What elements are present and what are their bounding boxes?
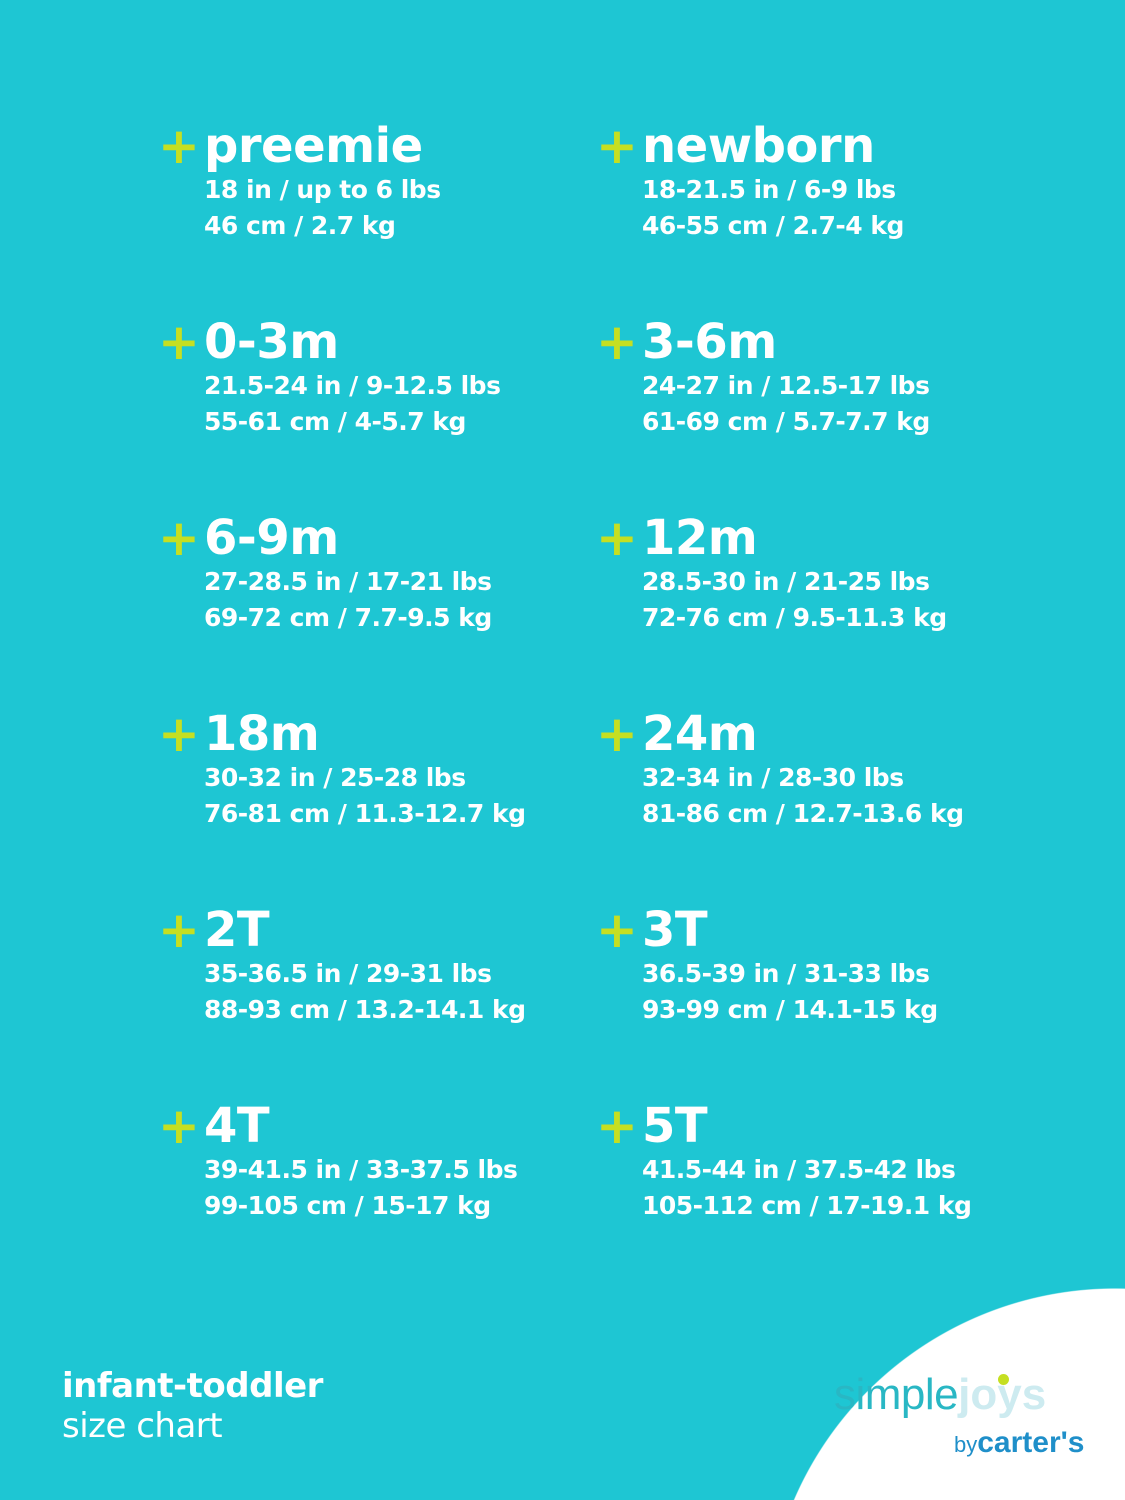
size-imperial: 36.5-39 in / 31-33 lbs (642, 959, 930, 988)
size-text: 2T 35-36.5 in / 29-31 lbs 88-93 cm / 13.… (204, 904, 526, 1028)
size-text: 12m 28.5-30 in / 21-25 lbs 72-76 cm / 9.… (642, 512, 947, 636)
logo-badge-background (765, 1288, 1125, 1500)
size-text: 4T 39-41.5 in / 33-37.5 lbs 99-105 cm / … (204, 1098, 518, 1224)
size-text: 24m 32-34 in / 28-30 lbs 81-86 cm / 12.7… (642, 708, 964, 832)
logo-brand: carter's (977, 1426, 1085, 1459)
chart-caption: infant-toddler size chart (62, 1366, 323, 1446)
size-imperial: 28.5-30 in / 21-25 lbs (642, 567, 930, 596)
size-text: 3T 36.5-39 in / 31-33 lbs 93-99 cm / 14.… (642, 904, 938, 1028)
size-text: 5T 41.5-44 in / 37.5-42 lbs 105-112 cm /… (642, 1098, 972, 1224)
plus-icon: + (158, 705, 200, 763)
size-imperial: 18 in / up to 6 lbs (204, 175, 441, 204)
size-title: 0-3m (204, 314, 339, 370)
plus-icon: + (596, 1097, 638, 1155)
size-text: 3-6m 24-27 in / 12.5-17 lbs 61-69 cm / 5… (642, 316, 930, 440)
size-metric: 76-81 cm / 11.3-12.7 kg (204, 799, 526, 828)
size-metric: 99-105 cm / 15-17 kg (204, 1191, 491, 1220)
size-metric: 61-69 cm / 5.7-7.7 kg (642, 407, 930, 436)
plus-icon: + (158, 313, 200, 371)
size-imperial: 35-36.5 in / 29-31 lbs (204, 959, 492, 988)
size-title: 12m (642, 510, 758, 566)
size-text: 18m 30-32 in / 25-28 lbs 76-81 cm / 11.3… (204, 708, 526, 832)
size-title: 24m (642, 706, 758, 762)
size-metric: 105-112 cm / 17-19.1 kg (642, 1191, 972, 1220)
logo-simple: simple (834, 1370, 959, 1419)
size-title: newborn (642, 118, 875, 174)
caption-title: infant-toddler (62, 1366, 323, 1406)
plus-icon: + (596, 313, 638, 371)
size-metric: 72-76 cm / 9.5-11.3 kg (642, 603, 947, 632)
size-title: 5T (642, 1098, 708, 1154)
caption-subtitle: size chart (62, 1406, 223, 1446)
size-imperial: 18-21.5 in / 6-9 lbs (642, 175, 896, 204)
size-metric: 93-99 cm / 14.1-15 kg (642, 995, 938, 1024)
size-imperial: 27-28.5 in / 17-21 lbs (204, 567, 492, 596)
size-title: 2T (204, 902, 270, 958)
plus-icon: + (596, 705, 638, 763)
size-imperial: 41.5-44 in / 37.5-42 lbs (642, 1155, 956, 1184)
logo-dot (998, 1374, 1010, 1385)
size-title: preemie (204, 118, 423, 174)
size-imperial: 24-27 in / 12.5-17 lbs (642, 371, 930, 400)
logo-by: by (954, 1432, 978, 1457)
size-imperial: 39-41.5 in / 33-37.5 lbs (204, 1155, 518, 1184)
size-title: 3-6m (642, 314, 777, 370)
plus-icon: + (596, 509, 638, 567)
simple-joys-logo: simple joys bycarter's (834, 1370, 1084, 1459)
plus-icon: + (596, 117, 638, 175)
size-text: preemie 18 in / up to 6 lbs 46 cm / 2.7 … (204, 120, 441, 244)
size-metric: 46 cm / 2.7 kg (204, 211, 396, 240)
size-metric: 69-72 cm / 7.7-9.5 kg (204, 603, 492, 632)
plus-icon: + (158, 509, 200, 567)
size-metric: 55-61 cm / 4-5.7 kg (204, 407, 466, 436)
size-text: newborn 18-21.5 in / 6-9 lbs 46-55 cm / … (642, 120, 904, 244)
size-title: 4T (204, 1098, 270, 1154)
size-text: 0-3m 21.5-24 in / 9-12.5 lbs 55-61 cm / … (204, 314, 501, 440)
logo-joys: joys (958, 1370, 1046, 1419)
size-metric: 81-86 cm / 12.7-13.6 kg (642, 799, 964, 828)
plus-icon: + (158, 1097, 200, 1155)
size-text: 6-9m 27-28.5 in / 17-21 lbs 69-72 cm / 7… (204, 512, 492, 636)
plus-icon: + (158, 117, 200, 175)
size-imperial: 32-34 in / 28-30 lbs (642, 763, 904, 792)
plus-icon: + (596, 901, 638, 959)
size-metric: 88-93 cm / 13.2-14.1 kg (204, 995, 526, 1024)
plus-icon: + (158, 901, 200, 959)
size-imperial: 30-32 in / 25-28 lbs (204, 763, 466, 792)
logo-by-carters: bycarter's (954, 1426, 1084, 1460)
size-metric: 46-55 cm / 2.7-4 kg (642, 211, 904, 240)
size-title: 6-9m (204, 510, 339, 566)
size-imperial: 21.5-24 in / 9-12.5 lbs (204, 371, 501, 400)
size-title: 3T (642, 902, 708, 958)
size-title: 18m (204, 706, 320, 762)
